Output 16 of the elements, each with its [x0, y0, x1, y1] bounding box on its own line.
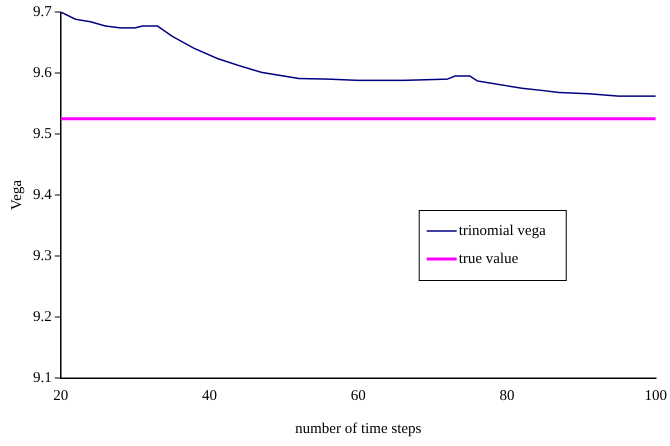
y-tick-label: 9.3: [33, 248, 52, 264]
y-tick-label: 9.6: [33, 64, 52, 81]
x-tick-label: 40: [202, 388, 217, 404]
x-tick-label: 20: [53, 388, 68, 404]
y-tick-label: 9.2: [33, 308, 52, 325]
y-tick-label: 9.1: [33, 370, 52, 386]
y-axis-title: Vega: [8, 180, 25, 210]
legend-label: true value: [458, 250, 519, 267]
y-tick-label: 9.5: [33, 126, 52, 142]
y-tick-label: 9.7: [33, 4, 52, 20]
x-tick-label: 60: [350, 388, 366, 404]
y-tick-label: 9.4: [33, 186, 52, 203]
x-axis-title: number of time steps: [295, 420, 422, 437]
x-tick-label: 80: [500, 388, 514, 404]
legend-label: trinomial vega: [458, 222, 546, 239]
x-tick-label: 100: [644, 388, 667, 404]
